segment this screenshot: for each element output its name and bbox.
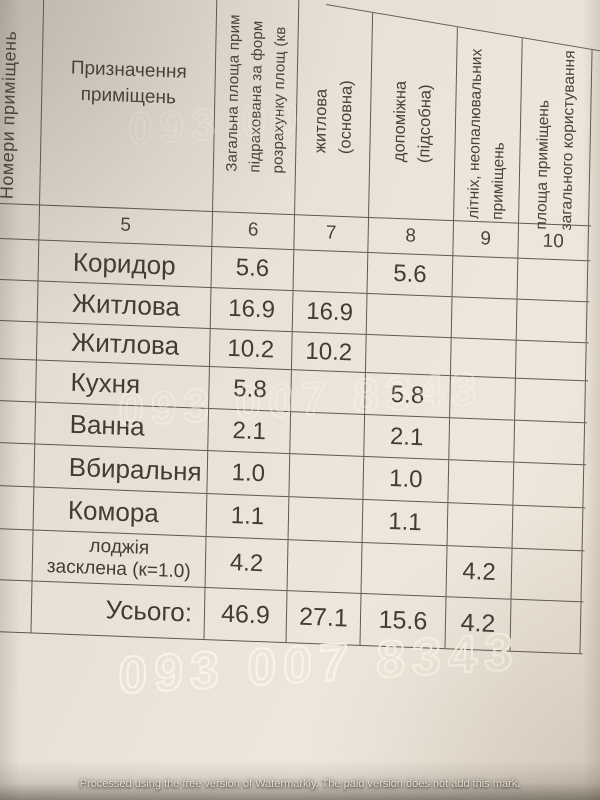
living-area-value xyxy=(293,250,369,293)
common-area-value xyxy=(515,378,586,423)
row-number-cell xyxy=(0,279,39,322)
common-area-value xyxy=(517,258,589,302)
common-area-value xyxy=(516,299,588,343)
room-label: Вбиральня xyxy=(34,444,209,494)
row-number-cell xyxy=(0,400,37,444)
colnum-6: 6 xyxy=(212,212,296,250)
header-auxiliary-area-label: допоміжна (підсобна) xyxy=(390,80,435,164)
common-area-value xyxy=(512,505,584,551)
common-area-value xyxy=(515,340,587,381)
row-number-cell xyxy=(0,442,36,487)
aux-area-value: 1.0 xyxy=(363,456,450,503)
total-area-value: 1.1 xyxy=(206,494,290,540)
total-area-value: 10.2 xyxy=(209,329,293,370)
total-area-value: 5.6 xyxy=(211,247,295,291)
room-label: Комора xyxy=(33,487,208,537)
common-area-value xyxy=(513,462,585,508)
total-area-value: 1.0 xyxy=(207,451,291,497)
colnum-9: 9 xyxy=(453,221,520,258)
colnum-7: 7 xyxy=(294,215,370,252)
room-label: Коридор xyxy=(38,240,213,288)
totals-common-area xyxy=(510,599,582,654)
room-label: Житлова xyxy=(36,322,211,367)
row-number-cell xyxy=(0,238,40,281)
summer-area-value xyxy=(449,418,516,462)
header-room-numbers-label: Номери приміщень xyxy=(0,30,20,200)
header-room-numbers: Номери приміщень xyxy=(0,0,45,205)
aux-area-value: 5.6 xyxy=(367,252,454,297)
living-area-value xyxy=(287,540,363,593)
summer-area-value xyxy=(452,256,519,299)
row-number-cell xyxy=(0,485,35,530)
aux-area-value xyxy=(361,542,448,597)
colnum-5: 5 xyxy=(39,205,214,247)
row-number-cell xyxy=(0,358,37,402)
totals-total-area: 46.9 xyxy=(204,588,288,643)
aux-area-value: 2.1 xyxy=(364,414,451,460)
summer-area-value xyxy=(448,460,515,505)
living-area-value xyxy=(289,454,365,499)
living-area-value: 10.2 xyxy=(291,332,367,372)
summer-area-value: 4.2 xyxy=(446,546,513,599)
colnum-4 xyxy=(0,203,41,240)
header-auxiliary-area: допоміжна (підсобна) xyxy=(369,0,459,221)
room-label: лоджія засклена (к=1.0) xyxy=(32,530,207,588)
total-area-value: 16.9 xyxy=(210,288,294,332)
row-number-cell xyxy=(0,579,33,633)
aux-area-value: 1.1 xyxy=(362,499,449,546)
row-number-cell xyxy=(0,528,34,581)
common-area-value xyxy=(511,548,583,602)
living-area-value: 16.9 xyxy=(292,291,368,334)
room-label: Житлова xyxy=(37,281,212,329)
living-area-value xyxy=(288,497,364,542)
totals-label: Усього: xyxy=(31,581,206,640)
summer-area-value xyxy=(447,503,514,548)
watermarkly-caption: Processed using the free version of Wate… xyxy=(79,778,521,790)
summer-area-value xyxy=(451,297,518,340)
common-area-value xyxy=(514,420,586,465)
header-living-area-label: житлова (основна) xyxy=(310,79,356,155)
header-living-area: житлова (основна) xyxy=(295,0,374,217)
total-area-value: 4.2 xyxy=(205,537,289,591)
colnum-8: 8 xyxy=(368,217,455,256)
colnum-10: 10 xyxy=(518,223,590,261)
row-number-cell xyxy=(0,320,38,360)
aux-area-value xyxy=(366,293,453,338)
